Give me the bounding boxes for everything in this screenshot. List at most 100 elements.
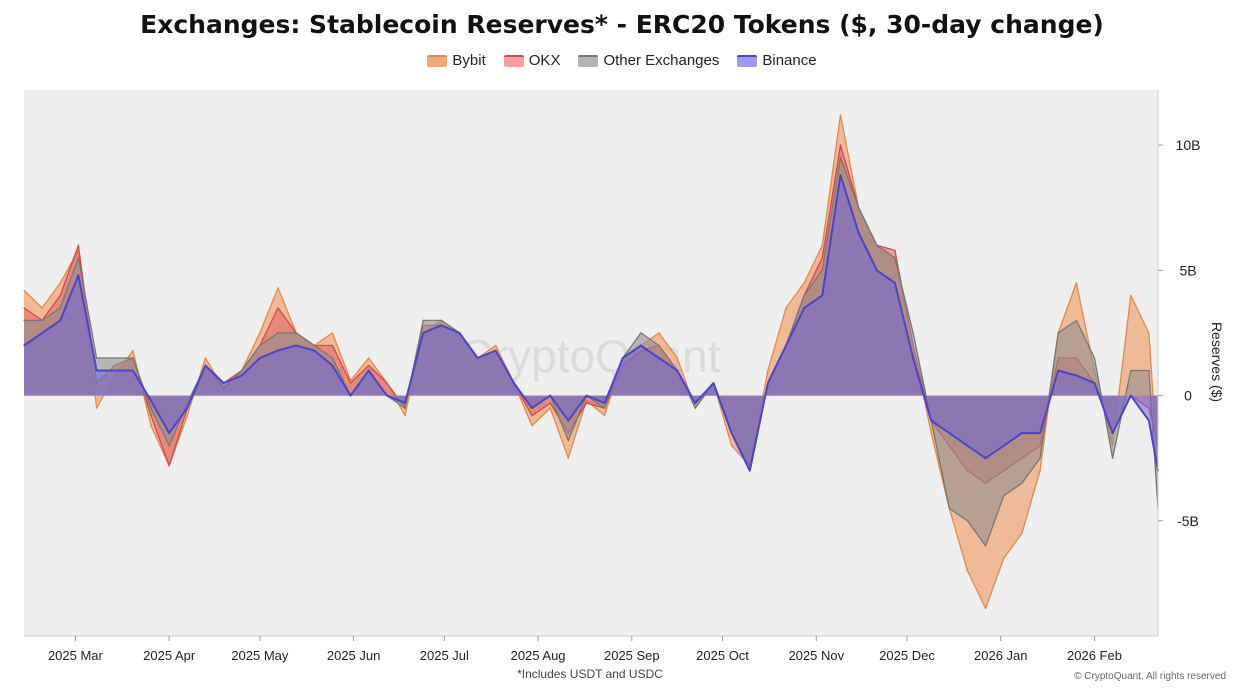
data-point-binance-8 <box>168 432 170 434</box>
data-point-binance-18 <box>349 394 352 397</box>
data-point-bybit-17 <box>331 332 334 334</box>
data-point-other-exchanges-30 <box>567 439 570 442</box>
data-point-bybit-14 <box>277 287 279 289</box>
data-point-bybit-13 <box>259 332 261 334</box>
data-point-okx-20 <box>386 382 388 384</box>
data-point-bybit-9 <box>186 414 189 417</box>
legend-swatch-okx <box>503 54 524 67</box>
data-point-bybit-54 <box>1003 557 1005 560</box>
data-point-bybit-39 <box>730 444 733 447</box>
data-point-other-exchanges-14 <box>277 332 279 334</box>
data-point-bybit-35 <box>658 332 660 334</box>
data-point-okx-31 <box>585 402 588 404</box>
x-tick-label: 2025 Sep <box>604 648 660 663</box>
data-point-binance-55 <box>1021 432 1023 434</box>
data-point-binance-16 <box>313 349 316 352</box>
data-point-binance-47 <box>876 269 878 272</box>
data-point-other-exchanges-17 <box>331 357 334 359</box>
data-point-binance-49 <box>912 357 914 359</box>
x-tick-label: 2025 May <box>231 648 289 663</box>
data-point-binance-14 <box>277 349 279 352</box>
legend-item-bybit[interactable]: Bybit <box>427 52 486 69</box>
x-tick-label: 2025 Oct <box>696 648 749 663</box>
data-point-binance-4 <box>95 369 98 372</box>
data-point-other-exchanges-55 <box>1021 482 1023 485</box>
data-point-okx-3 <box>77 244 80 247</box>
data-point-okx-14 <box>277 307 279 309</box>
data-point-binance-24 <box>458 332 461 334</box>
data-point-bybit-30 <box>567 457 570 460</box>
data-point-other-exchanges-60 <box>1111 457 1114 460</box>
data-point-okx-29 <box>549 402 551 404</box>
data-point-binance-54 <box>1003 444 1005 447</box>
legend-item-binance[interactable]: Binance <box>737 52 817 69</box>
data-point-other-exchanges-57 <box>1057 332 1059 334</box>
legend-item-other-exchanges[interactable]: Other Exchanges <box>578 52 719 69</box>
data-point-okx-48 <box>894 249 896 252</box>
data-point-binance-30 <box>567 419 570 422</box>
data-point-other-exchanges-22 <box>422 319 425 322</box>
data-point-other-exchanges-54 <box>1003 494 1005 497</box>
legend-swatch-bybit <box>427 54 448 67</box>
data-point-okx-44 <box>821 257 824 259</box>
data-point-binance-53 <box>984 457 987 460</box>
data-point-binance-42 <box>785 344 787 347</box>
legend-label-bybit: Bybit <box>452 52 486 69</box>
data-point-binance-15 <box>295 344 298 347</box>
data-point-binance-35 <box>658 357 660 359</box>
data-point-binance-45 <box>839 174 842 176</box>
data-point-other-exchanges-32 <box>603 407 606 409</box>
data-point-other-exchanges-5 <box>113 357 116 359</box>
data-point-other-exchanges-62 <box>1148 369 1150 372</box>
data-point-other-exchanges-12 <box>240 369 243 372</box>
data-point-binance-11 <box>222 382 225 384</box>
x-tick-label: 2025 Aug <box>511 648 566 663</box>
data-point-binance-46 <box>857 232 860 234</box>
data-point-okx-28 <box>531 414 533 417</box>
data-point-other-exchanges-53 <box>984 545 987 547</box>
data-point-bybit-21 <box>404 414 406 417</box>
data-point-other-exchanges-49 <box>912 332 914 334</box>
data-point-okx-18 <box>349 382 352 384</box>
data-point-binance-12 <box>240 374 243 377</box>
data-point-bybit-41 <box>767 369 769 372</box>
data-point-bybit-61 <box>1130 294 1132 297</box>
data-point-bybit-32 <box>603 414 606 417</box>
x-tick-label: 2026 Jan <box>974 648 1028 663</box>
data-point-binance-31 <box>585 394 588 397</box>
data-point-binance-34 <box>640 344 642 347</box>
data-point-other-exchanges-37 <box>694 407 697 409</box>
data-point-bybit-28 <box>531 424 533 427</box>
data-point-binance-21 <box>404 402 406 404</box>
data-point-other-exchanges-44 <box>821 269 824 272</box>
data-point-bybit-36 <box>676 357 678 359</box>
data-point-bybit-53 <box>984 607 987 610</box>
data-point-binance-3 <box>77 274 80 277</box>
legend-label-okx: OKX <box>528 52 561 69</box>
data-point-bybit-2 <box>59 282 62 284</box>
legend-item-okx[interactable]: OKX <box>503 52 561 69</box>
data-point-binance-60 <box>1111 432 1114 434</box>
chart-legend: Bybit OKX Other Exchanges Binance <box>0 52 1244 69</box>
data-point-binance-6 <box>132 369 134 372</box>
data-point-other-exchanges-0 <box>23 319 25 322</box>
data-point-binance-27 <box>513 382 515 384</box>
x-tick-label: 2026 Feb <box>1067 648 1122 663</box>
x-tick-label: 2025 Jul <box>420 648 469 663</box>
data-point-other-exchanges-59 <box>1093 357 1096 359</box>
series-binance <box>23 174 1159 472</box>
data-point-other-exchanges-43 <box>803 294 805 297</box>
data-point-binance-52 <box>966 444 969 447</box>
series-layer <box>23 114 1159 610</box>
data-point-bybit-26 <box>494 344 497 347</box>
data-point-other-exchanges-13 <box>259 344 261 347</box>
data-point-binance-44 <box>821 294 824 297</box>
data-point-binance-41 <box>767 382 769 384</box>
legend-label-other-exchanges: Other Exchanges <box>603 52 720 69</box>
data-point-binance-9 <box>186 407 189 409</box>
data-point-binance-56 <box>1039 432 1041 434</box>
data-point-other-exchanges-56 <box>1039 457 1041 460</box>
data-point-binance-43 <box>803 307 805 309</box>
y-axis: 10B 5B 0 -5B <box>1157 90 1200 636</box>
data-point-bybit-52 <box>966 570 969 572</box>
